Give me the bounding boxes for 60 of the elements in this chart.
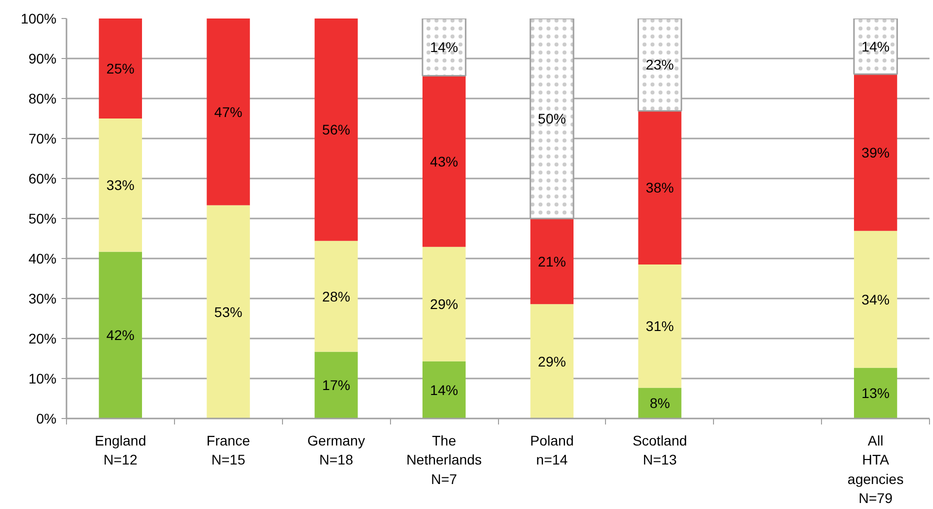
data-label: 14% <box>430 39 458 56</box>
bar <box>854 368 898 418</box>
data-label: 14% <box>430 382 458 398</box>
bar <box>422 246 466 362</box>
y-tick-label: 100% <box>20 10 57 26</box>
y-tick-label: 20% <box>28 330 57 346</box>
bar <box>98 118 142 252</box>
data-label: 38% <box>646 180 674 196</box>
data-label: 13% <box>862 385 890 402</box>
y-tick-label: 0% <box>36 410 56 426</box>
bar <box>314 352 358 418</box>
data-label: 33% <box>106 177 134 194</box>
data-label: 8% <box>650 395 670 412</box>
data-label: 14% <box>862 38 890 54</box>
data-label: 31% <box>646 318 674 334</box>
bar <box>638 110 682 264</box>
x-tick-label: England N=12 <box>94 432 146 468</box>
data-label: 56% <box>322 122 350 138</box>
data-label: 34% <box>862 291 890 308</box>
y-tick-label: 90% <box>28 50 57 66</box>
data-label: 29% <box>538 353 566 370</box>
data-label: 42% <box>106 327 134 344</box>
data-label: 17% <box>322 377 350 394</box>
data-label: 50% <box>538 110 566 126</box>
bar <box>98 18 142 118</box>
bar <box>314 240 358 352</box>
bar <box>98 252 142 418</box>
y-tick-label: 60% <box>28 170 57 186</box>
data-label: 25% <box>106 60 134 76</box>
bar <box>422 76 466 247</box>
x-tick-label: France N=15 <box>206 432 250 468</box>
y-tick-label: 30% <box>28 290 57 306</box>
x-tick-label: All HTA agencies N=79 <box>848 432 904 506</box>
bar <box>206 205 250 418</box>
x-tick-label: The Netherlands N=7 <box>406 432 482 487</box>
x-tick-label: Poland n=14 <box>530 432 574 468</box>
bar <box>638 264 682 388</box>
bar <box>422 361 466 418</box>
x-tick-label: Scotland N=13 <box>632 432 688 468</box>
x-tick-label: Germany N=18 <box>307 432 365 468</box>
bar <box>638 388 682 418</box>
bar <box>854 74 898 231</box>
data-label: 21% <box>538 253 566 270</box>
bar <box>530 304 574 418</box>
bar <box>206 18 250 206</box>
bar <box>314 18 358 241</box>
y-tick-label: 50% <box>28 210 57 226</box>
data-label: 47% <box>214 104 242 120</box>
data-label: 53% <box>214 304 242 320</box>
y-tick-label: 40% <box>28 250 57 266</box>
data-label: 28% <box>322 288 350 304</box>
data-label: 43% <box>430 153 458 170</box>
y-tick-label: 80% <box>28 90 57 106</box>
data-label: 29% <box>430 296 458 312</box>
bar <box>854 230 898 368</box>
y-tick-label: 10% <box>28 370 57 386</box>
data-label: 39% <box>862 144 890 160</box>
bar <box>530 218 574 304</box>
y-tick-label: 70% <box>28 130 57 146</box>
data-label: 23% <box>646 56 674 73</box>
